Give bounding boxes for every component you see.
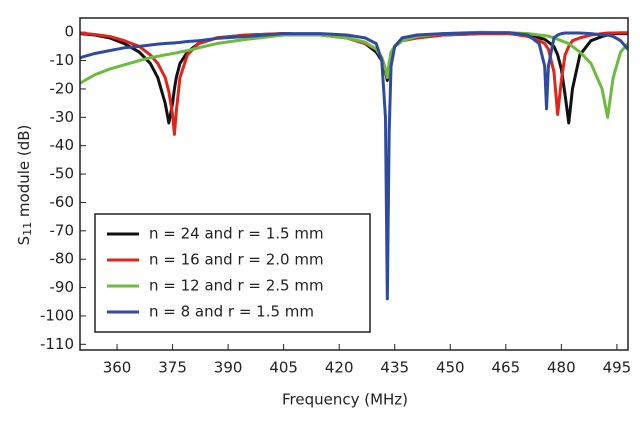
legend-label: n = 24 and r = 1.5 mm <box>149 225 324 243</box>
legend-label: n = 16 and r = 2.0 mm <box>149 251 324 269</box>
y-tick-label: -90 <box>50 278 75 296</box>
x-tick-label: 390 <box>214 359 243 377</box>
legend-box <box>94 213 371 333</box>
x-axis-label: Frequency (MHz) <box>282 391 408 409</box>
y-axis-label: S11 module (dB) <box>15 125 35 246</box>
y-tick-label: -110 <box>40 335 74 353</box>
y-tick-label: -20 <box>50 79 75 97</box>
y-tick-label: -50 <box>50 165 75 183</box>
x-tick-label: 465 <box>491 359 520 377</box>
y-tick-label: 0 <box>64 23 74 41</box>
series-line <box>80 31 628 301</box>
legend: n = 24 and r = 1.5 mm n = 16 and r = 2.0 … <box>94 213 371 333</box>
y-tick-label: -80 <box>50 250 75 268</box>
series-line <box>80 30 628 119</box>
y-tick-label: -100 <box>40 306 74 324</box>
y-tick-label: -60 <box>50 193 75 211</box>
y-axis-label-main: S <box>15 236 33 246</box>
x-tick-label: 435 <box>380 359 409 377</box>
y-tick-label: -30 <box>50 108 75 126</box>
legend-label: n = 12 and r = 2.5 mm <box>149 277 324 295</box>
x-tick-label: 420 <box>325 359 354 377</box>
y-tick-label: -70 <box>50 221 75 239</box>
y-tick-label: -40 <box>50 136 75 154</box>
y-tick-label: -10 <box>50 51 75 69</box>
x-tick-label: 450 <box>436 359 465 377</box>
x-tick-label: 375 <box>158 359 187 377</box>
y-axis-label-subscript: 11 <box>21 222 34 236</box>
x-tick-label: 495 <box>603 359 632 377</box>
legend-label: n = 8 and r = 1.5 mm <box>149 303 314 321</box>
x-tick-label: 360 <box>103 359 132 377</box>
y-axis-label-rest: module (dB) <box>15 125 33 222</box>
x-tick-label: 480 <box>547 359 576 377</box>
x-tick-label: 405 <box>269 359 298 377</box>
plot-frame <box>79 17 629 351</box>
series-group <box>80 30 628 301</box>
